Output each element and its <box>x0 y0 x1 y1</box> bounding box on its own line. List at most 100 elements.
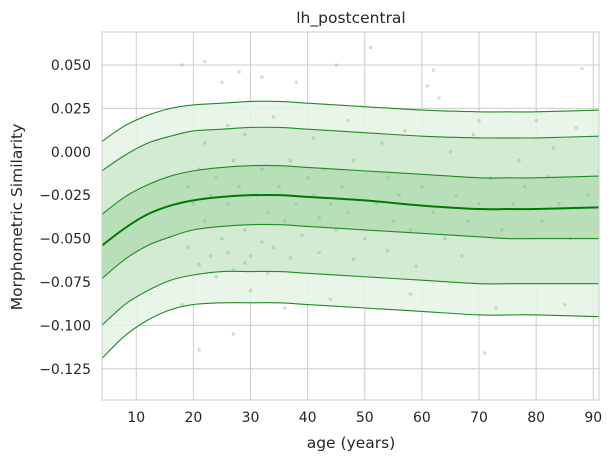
scatter-point <box>180 302 184 307</box>
plot-frame <box>101 31 600 401</box>
scatter-point <box>477 118 481 123</box>
scatter-point <box>557 202 561 206</box>
scatter-point <box>363 236 367 241</box>
scatter-point <box>522 184 527 189</box>
scatter-point <box>237 184 241 189</box>
x-tick-label: 80 <box>527 410 545 426</box>
scatter-point <box>437 96 441 100</box>
y-tick-label: −0.025 <box>39 188 91 204</box>
scatter-point <box>408 292 413 296</box>
scatter-point <box>197 347 201 352</box>
scatter-point <box>271 115 276 119</box>
scatter-point <box>311 193 316 197</box>
scatter-point <box>283 219 287 223</box>
scatter-point <box>265 271 270 276</box>
scatter-point <box>482 351 487 355</box>
x-tick-label: 40 <box>299 410 317 426</box>
scatter-point <box>243 228 247 232</box>
scatter-point <box>328 297 333 302</box>
scatter-point <box>231 332 236 336</box>
y-tick-label: 0.025 <box>51 101 91 117</box>
scatter-point <box>294 202 299 206</box>
scatter-point <box>283 306 287 310</box>
scatter-point <box>345 210 350 215</box>
scatter-point <box>443 236 447 241</box>
scatter-point <box>225 123 230 128</box>
scatter-point <box>288 255 293 260</box>
centile-line <box>102 164 599 215</box>
scatter-point <box>191 202 196 206</box>
x-tick-label: 20 <box>184 410 202 426</box>
x-tick-label: 90 <box>584 410 602 426</box>
scatter-point <box>214 275 219 279</box>
scatter-point <box>580 66 584 71</box>
centile-line <box>102 270 599 326</box>
scatter-point <box>477 202 481 206</box>
scatter-point <box>385 248 390 253</box>
y-axis-title: Morphometric Similarity <box>8 124 26 311</box>
scatter-point <box>471 132 476 137</box>
scatter-point <box>288 158 293 163</box>
scatter-point <box>397 193 401 197</box>
scatter-point <box>208 254 213 258</box>
scatter-point <box>511 202 516 206</box>
centile-band-inner <box>102 165 599 279</box>
scatter-point <box>300 233 304 237</box>
scatter-point <box>185 245 190 249</box>
x-tick-label: 60 <box>413 410 431 426</box>
median-centile-line <box>102 193 599 247</box>
x-axis-title: age (years) <box>307 434 396 452</box>
scatter-point <box>425 84 430 88</box>
y-tick-label: −0.050 <box>39 232 91 248</box>
scatter-point <box>317 215 321 220</box>
scatter-point <box>403 129 407 133</box>
scatter-point <box>208 193 213 197</box>
scatter-point <box>260 167 264 171</box>
scatter-point <box>248 254 253 258</box>
scatter-point <box>203 141 207 145</box>
tick-labels: 10 20 30 40 50 60 70 80 90 0.050 0.025 0.000 −0.025 −… <box>39 58 602 426</box>
scatter-point <box>500 228 504 232</box>
scatter-point <box>551 146 556 151</box>
scatter-point <box>374 202 379 206</box>
scatter-point <box>431 210 436 215</box>
scatter-point <box>277 184 281 189</box>
scatter-point <box>494 306 499 310</box>
y-tick-label: 0.050 <box>51 58 91 74</box>
scatter-point <box>185 184 190 189</box>
scatter-point <box>368 45 373 50</box>
x-tick-label: 30 <box>242 410 260 426</box>
y-tick-label: −0.075 <box>39 275 91 291</box>
centile-line <box>102 223 599 279</box>
scatter-point <box>260 75 264 79</box>
scatter-point <box>231 158 236 163</box>
scatter-point <box>334 228 339 232</box>
y-tick-label: 0.000 <box>51 145 91 161</box>
scatter-point <box>225 250 230 255</box>
scatter-point <box>562 302 567 307</box>
y-tick-label: −0.125 <box>39 362 91 378</box>
scatter-point <box>248 288 253 293</box>
scatter-point <box>328 202 333 206</box>
scatter-point <box>351 158 356 163</box>
scatter-point <box>220 236 224 241</box>
scatter-point <box>340 184 344 189</box>
scatter-point <box>540 219 544 223</box>
scatter-point <box>574 125 578 130</box>
scatter-point <box>585 193 590 197</box>
centile-line <box>102 126 599 172</box>
plot-area <box>101 31 600 401</box>
scatter-point <box>408 228 413 232</box>
scatter-point <box>391 219 396 223</box>
scatter-point <box>203 59 207 64</box>
scatter-point <box>380 141 384 145</box>
scatter-point <box>431 68 436 72</box>
x-tick-label: 50 <box>356 410 374 426</box>
scatter-point <box>305 176 310 180</box>
scatter-point <box>243 261 247 265</box>
scatter-point <box>334 63 339 67</box>
scatter-point <box>517 158 521 163</box>
scatter-point <box>243 132 247 137</box>
